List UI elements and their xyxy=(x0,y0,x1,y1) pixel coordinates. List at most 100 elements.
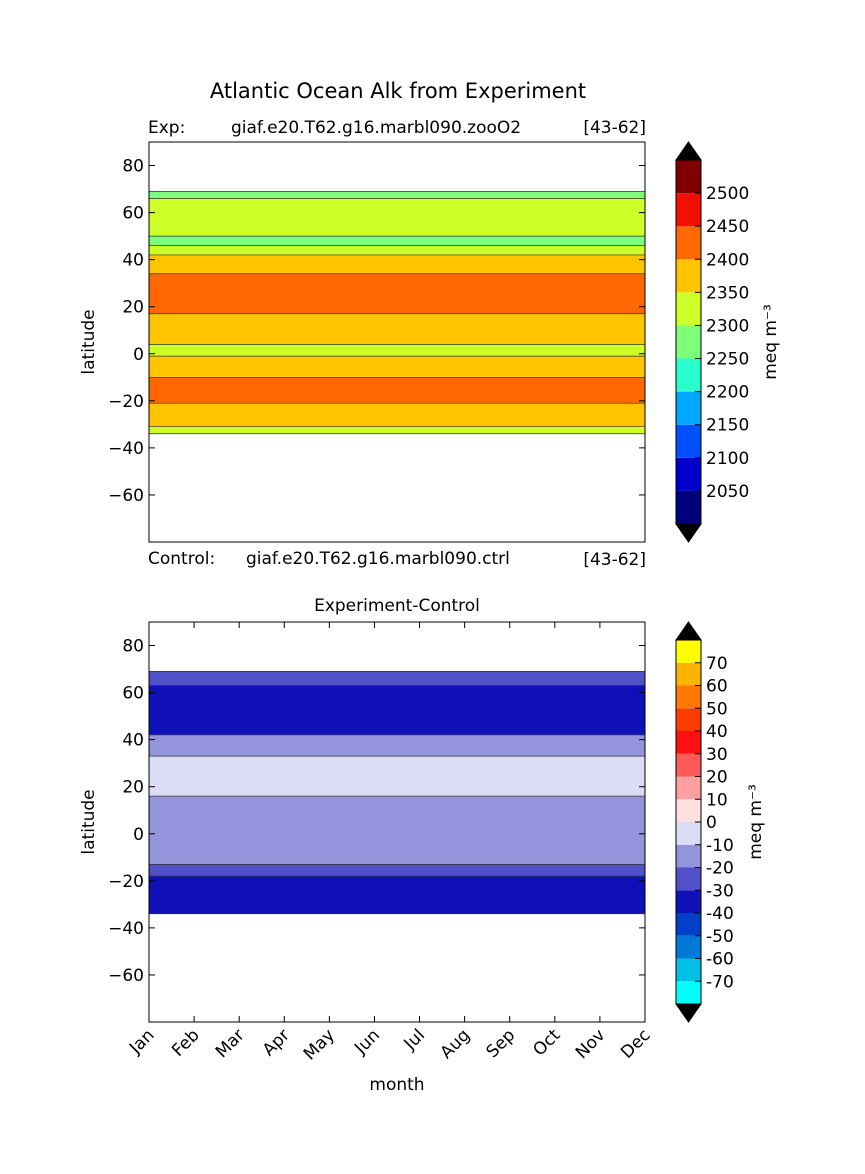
bottom-y-tick-label: −20 xyxy=(108,872,144,892)
bottom-title: Experiment-Control xyxy=(314,596,480,616)
bottom-colorbar-over-arrow xyxy=(675,621,702,641)
bottom-contour-band xyxy=(149,864,645,877)
top-colorbar-under-arrow xyxy=(675,523,702,543)
top-colorbar-over-arrow xyxy=(675,141,702,161)
bottom-colorbar-tick-label: 70 xyxy=(706,654,728,674)
top-colorbar-segment xyxy=(676,160,701,194)
top-y-tick-label: 60 xyxy=(122,204,144,224)
bottom-colorbar-segment xyxy=(676,799,701,822)
bottom-x-tick-label: Aug xyxy=(437,1025,475,1063)
bottom-x-tick-label: Jun xyxy=(350,1025,384,1059)
bottom-panel: Experiment-Control 80 60 40 20 0 −20 −40 −60 Ja… xyxy=(79,596,766,1095)
bottom-y-tick-label: −60 xyxy=(108,966,144,986)
bottom-y-tick-label: 20 xyxy=(122,778,144,798)
top-contour-band xyxy=(149,426,645,434)
bottom-colorbar-tick-label: -20 xyxy=(706,859,734,879)
bottom-colorbar-segment xyxy=(676,640,701,663)
bottom-colorbar-tick-label: -50 xyxy=(706,927,734,947)
top-contour-band xyxy=(149,403,645,427)
top-contour-band xyxy=(149,313,645,345)
top-colorbar-segment xyxy=(676,193,701,227)
control-range: [43-62] xyxy=(583,550,646,570)
top-colorbar-tick-label: 2300 xyxy=(706,316,749,336)
top-y-tick-label: −40 xyxy=(108,439,144,459)
bottom-colorbar-tick-label: 50 xyxy=(706,699,728,719)
top-colorbar-frame xyxy=(675,159,702,525)
bottom-colorbar-segment xyxy=(676,981,701,1004)
bottom-colorbar-segment xyxy=(676,958,701,982)
control-name: giaf.e20.T62.g16.marbl090.ctrl xyxy=(246,549,510,569)
bottom-contour-band xyxy=(149,876,645,914)
bottom-x-tick-label: Oct xyxy=(529,1025,564,1060)
bottom-colorbar-tick-label: -40 xyxy=(706,904,734,924)
bottom-colorbar-tick-label: 30 xyxy=(706,745,728,765)
top-colorbar-label: meq m⁻³ xyxy=(761,304,781,380)
bottom-colorbar-tick-label: 0 xyxy=(706,813,717,833)
top-y-tick-label: 0 xyxy=(133,345,144,365)
bottom-x-tick-label: Sep xyxy=(482,1025,519,1062)
bottom-contour-band xyxy=(149,796,645,865)
exp-range: [43-62] xyxy=(583,118,646,138)
top-y-tick-label: 80 xyxy=(122,157,144,177)
top-colorbar-segment xyxy=(676,391,701,425)
bottom-contour-band xyxy=(149,756,645,797)
bottom-y-tick-label: 80 xyxy=(122,637,144,657)
top-colorbar-tick-label: 2250 xyxy=(706,350,749,370)
bottom-colorbar-tick-label: -60 xyxy=(706,950,734,970)
bottom-plot-frame xyxy=(148,621,646,1023)
bottom-x-axis-label: month xyxy=(369,1075,424,1095)
top-colorbar-segment xyxy=(676,292,701,326)
top-colorbar-tick-label: 2200 xyxy=(706,383,749,403)
figure-title: Atlantic Ocean Alk from Experiment xyxy=(210,79,586,103)
bottom-colorbar-segment xyxy=(676,844,701,868)
top-colorbar-tick-label: 2050 xyxy=(706,482,749,502)
top-contour-band xyxy=(149,191,645,199)
top-colorbar-tick-label: 2150 xyxy=(706,416,749,436)
top-colorbar-segment xyxy=(676,259,701,293)
bottom-x-tick-label: Jul xyxy=(400,1025,429,1054)
bottom-y-tick-label: −40 xyxy=(108,919,144,939)
top-colorbar-tick-label: 2500 xyxy=(706,184,749,204)
bottom-y-tick-label: 0 xyxy=(133,825,144,845)
top-contour-band xyxy=(149,377,645,404)
bottom-colorbar-segment xyxy=(676,890,701,913)
top-plot-frame xyxy=(148,141,646,543)
bottom-colorbar-segment xyxy=(676,731,701,754)
top-y-axis-label: latitude xyxy=(79,309,99,374)
bottom-y-tick-label: 40 xyxy=(122,731,144,751)
top-colorbar-segment xyxy=(676,226,701,260)
bottom-colorbar-segment xyxy=(676,913,701,936)
bottom-contour-band xyxy=(149,734,645,757)
top-colorbar-tick-label: 2450 xyxy=(706,217,749,237)
exp-label: Exp: xyxy=(148,118,185,138)
bottom-colorbar-tick-label: 40 xyxy=(706,722,728,742)
top-colorbar-segment xyxy=(676,457,701,491)
top-y-tick-label: −60 xyxy=(108,486,144,506)
bottom-colorbar-under-arrow xyxy=(675,1003,702,1023)
bottom-y-axis-label: latitude xyxy=(79,789,99,854)
bottom-colorbar-label: meq m⁻³ xyxy=(746,784,766,860)
top-y-tick-label: 40 xyxy=(122,251,144,271)
top-colorbar-segment xyxy=(676,424,701,458)
top-contour-band xyxy=(149,273,645,314)
bottom-x-tick-label: Apr xyxy=(259,1025,294,1060)
bottom-colorbar-segment xyxy=(676,662,701,686)
bottom-x-tick-label: Feb xyxy=(168,1025,203,1060)
bottom-colorbar-tick-label: -70 xyxy=(706,972,734,992)
top-colorbar-segment xyxy=(676,325,701,359)
bottom-colorbar-tick-label: 60 xyxy=(706,677,728,697)
bottom-contour-band xyxy=(149,685,645,735)
control-label: Control: xyxy=(148,549,215,569)
top-contour-band xyxy=(149,344,645,357)
top-colorbar-tick-label: 2350 xyxy=(706,283,749,303)
top-panel: Exp: giaf.e20.T62.g16.marbl090.zooO2 [43… xyxy=(79,118,781,570)
bottom-x-tick-label: Mar xyxy=(212,1025,249,1062)
bottom-colorbar-segment xyxy=(676,822,701,845)
bottom-colorbar-tick-label: 20 xyxy=(706,768,728,788)
bottom-x-tick-label: Dec xyxy=(617,1025,654,1062)
top-y-tick-label: 20 xyxy=(122,298,144,318)
bottom-colorbar-segment xyxy=(676,867,701,891)
bottom-colorbar-segment xyxy=(676,685,701,709)
bottom-colorbar-segment xyxy=(676,753,701,777)
top-contour-band xyxy=(149,236,645,246)
